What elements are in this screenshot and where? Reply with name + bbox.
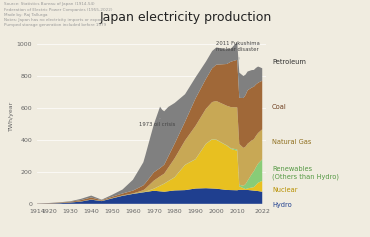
Text: 2011 Fukushima
nuclear disaster: 2011 Fukushima nuclear disaster [216,41,260,59]
Text: 1973 oil crisis: 1973 oil crisis [139,118,175,127]
Text: Natural Gas: Natural Gas [272,139,311,145]
Text: Source: Statistics Bureau of Japan (1914-54)
Federation of Electric Power Compan: Source: Statistics Bureau of Japan (1914… [4,2,112,27]
Y-axis label: TWh/year: TWh/year [9,101,14,131]
Title: Japan electricity production: Japan electricity production [100,12,272,24]
Text: Nuclear: Nuclear [272,187,297,193]
Text: Hydro: Hydro [272,202,292,208]
Text: (Others than Hydro): (Others than Hydro) [272,173,339,180]
Text: Renewables: Renewables [272,166,312,173]
Text: Coal: Coal [272,104,287,110]
Text: Petroleum: Petroleum [272,59,306,65]
